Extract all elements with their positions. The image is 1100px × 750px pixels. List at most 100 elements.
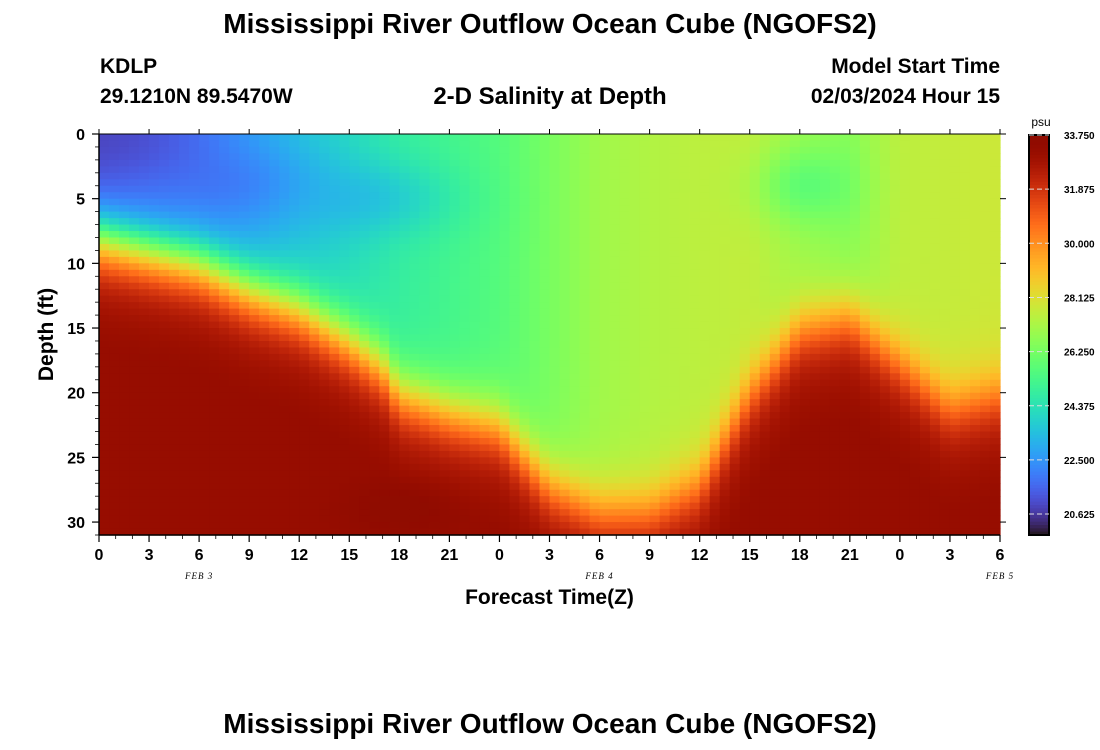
heatmap-cell (349, 276, 360, 284)
heatmap-cell (169, 328, 180, 336)
heatmap-cell (669, 515, 681, 523)
heatmap-cell (839, 412, 851, 420)
heatmap-cell (599, 431, 611, 439)
heatmap-cell (349, 405, 360, 413)
heatmap-cell (319, 476, 330, 484)
heatmap-cell (119, 243, 130, 252)
heatmap-cell (869, 146, 881, 155)
heatmap-cell (179, 192, 190, 200)
heatmap-cell (419, 437, 430, 446)
heatmap-cell (259, 185, 270, 193)
heatmap-cell (229, 489, 240, 497)
heatmap-cell (329, 366, 340, 374)
heatmap-cell (509, 496, 521, 504)
heatmap-cell (579, 250, 591, 258)
heatmap-cell (769, 302, 781, 310)
heatmap-cell (599, 205, 611, 213)
heatmap-cell (309, 172, 320, 180)
heatmap-cell (429, 340, 440, 349)
heatmap-cell (869, 386, 881, 394)
heatmap-cell (799, 250, 811, 258)
heatmap-cell (289, 134, 300, 142)
heatmap-cell (359, 340, 370, 349)
heatmap-cell (479, 515, 491, 523)
heatmap-cell (559, 399, 571, 407)
heatmap-cell (439, 211, 450, 219)
heatmap-cell (769, 218, 781, 226)
heatmap-cell (249, 522, 260, 530)
heatmap-cell (699, 276, 711, 284)
heatmap-cell (339, 302, 350, 310)
heatmap-cell (629, 231, 641, 239)
heatmap-cell (839, 269, 851, 277)
heatmap-cell (879, 412, 891, 420)
heatmap-cell (119, 515, 130, 523)
heatmap-cell (749, 450, 761, 458)
heatmap-cell (129, 269, 140, 277)
heatmap-cell (319, 437, 330, 446)
heatmap-cell (329, 360, 340, 368)
heatmap-cell (809, 179, 821, 187)
heatmap-cell (489, 250, 501, 258)
heatmap-cell (319, 496, 330, 504)
heatmap-cell (879, 425, 891, 433)
heatmap-cell (219, 522, 230, 530)
heatmap-cell (779, 418, 791, 426)
heatmap-cell (549, 340, 561, 349)
heatmap-cell (99, 179, 110, 187)
heatmap-cell (639, 457, 651, 465)
heatmap-cell (789, 373, 801, 381)
heatmap-cell (659, 528, 671, 536)
heatmap-cell (349, 522, 360, 530)
heatmap-cell (429, 172, 440, 180)
heatmap-cell (319, 483, 330, 491)
heatmap-cell (589, 192, 601, 200)
heatmap-cell (849, 522, 861, 530)
heatmap-cell (139, 496, 150, 504)
heatmap-cell (659, 347, 671, 355)
heatmap-cell (829, 289, 841, 297)
heatmap-cell (869, 463, 881, 471)
heatmap-cell (769, 463, 781, 471)
heatmap-cell (219, 470, 230, 478)
heatmap-cell (859, 321, 871, 329)
heatmap-cell (689, 140, 701, 148)
heatmap-cell (589, 289, 601, 297)
heatmap-cell (529, 166, 541, 174)
heatmap-cell (859, 340, 871, 349)
heatmap-cell (179, 166, 190, 174)
heatmap-cell (509, 457, 521, 465)
heatmap-cell (559, 450, 571, 458)
heatmap-cell (579, 282, 591, 290)
heatmap-cell (889, 237, 901, 245)
heatmap-cell (319, 399, 330, 407)
heatmap-cell (669, 470, 681, 478)
heatmap-cell (709, 172, 721, 180)
heatmap-cell (209, 211, 220, 219)
heatmap-cell (359, 172, 370, 180)
heatmap-cell (239, 172, 250, 180)
heatmap-cell (859, 366, 871, 374)
heatmap-cell (519, 450, 531, 458)
heatmap-cell (859, 134, 871, 142)
heatmap-cell (209, 405, 220, 413)
heatmap-cell (779, 399, 791, 407)
heatmap-cell (569, 386, 581, 394)
heatmap-cell (269, 489, 280, 497)
heatmap-cell (729, 334, 741, 342)
heatmap-cell (599, 302, 611, 310)
heatmap-cell (219, 418, 230, 426)
heatmap-cell (189, 231, 200, 239)
heatmap-cell (889, 276, 901, 284)
heatmap-cell (539, 192, 551, 200)
heatmap-cell (419, 198, 430, 206)
heatmap-cell (339, 418, 350, 426)
heatmap-cell (339, 146, 350, 155)
heatmap-cell (589, 515, 601, 523)
heatmap-cell (879, 302, 891, 310)
heatmap-cell (629, 250, 641, 258)
heatmap-cell (329, 476, 340, 484)
heatmap-cell (619, 192, 631, 200)
heatmap-cell (109, 276, 120, 284)
heatmap-cell (99, 405, 110, 413)
